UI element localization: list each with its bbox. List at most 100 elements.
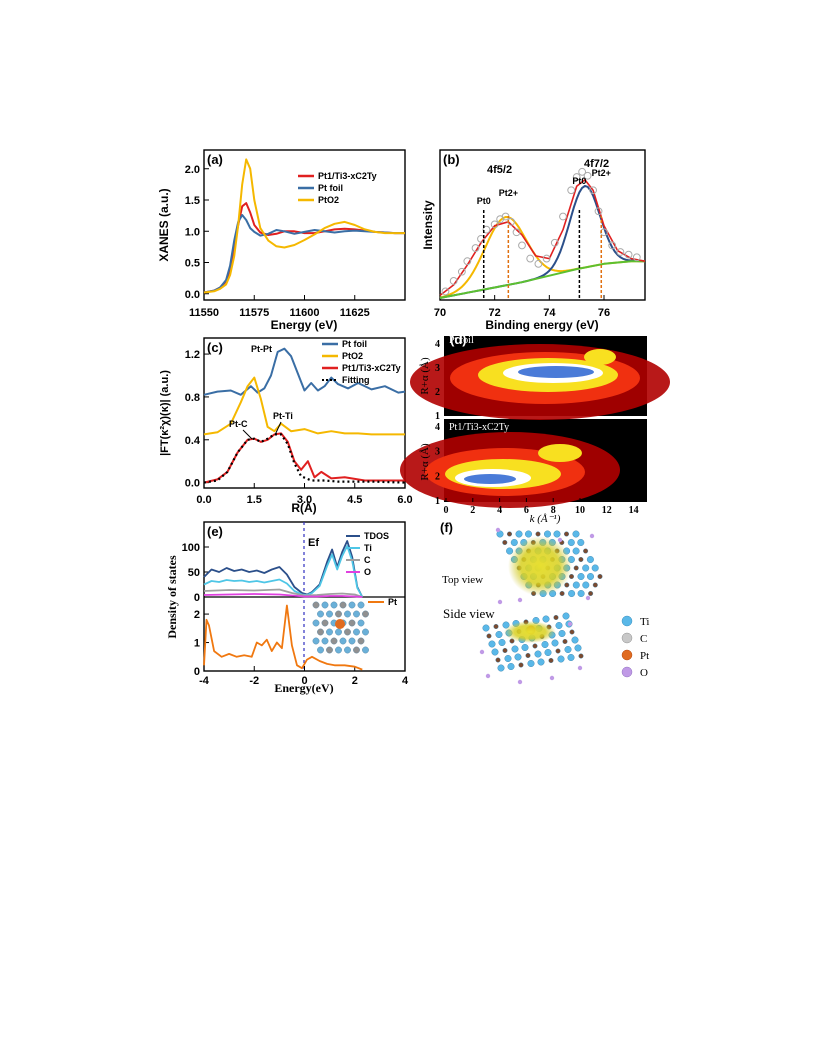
d-ytick-label-top: 1	[435, 411, 440, 422]
series-e-1	[203, 545, 364, 598]
b-xtick-label: 70	[434, 307, 446, 319]
panel-f: (f) Top view Side view Ti C Pt O	[440, 520, 649, 685]
a-ytick-label: 1.5	[185, 195, 200, 207]
atom-top	[577, 539, 585, 547]
xps-point	[441, 287, 450, 296]
d-xtick-label: 4	[497, 505, 502, 516]
panel-e-legend-top: TDOS Ti C O	[346, 531, 389, 577]
inset-atom	[344, 646, 351, 654]
heatmap-top	[410, 344, 670, 420]
atom-side	[548, 658, 554, 664]
inset-atom	[357, 637, 365, 645]
series-c-0	[203, 347, 406, 396]
inset-atom	[335, 628, 342, 636]
atom-side	[493, 624, 499, 630]
panel-e-xlabel: Energy(eV)	[274, 681, 333, 695]
atom-side	[504, 655, 512, 663]
atom-side-o	[549, 675, 555, 681]
panel-b: (b) 70 72 74 76 Binding energy (eV) Intensi…	[421, 149, 646, 332]
atom-side	[555, 648, 561, 654]
heatmap-top-label: Pt foil	[449, 335, 474, 346]
series-c-2	[203, 432, 405, 484]
e-xtick-label: 4	[402, 675, 409, 687]
fit-envelope	[439, 178, 646, 297]
c-xtick-label: 1.5	[247, 494, 262, 506]
atom-top	[572, 530, 580, 538]
xps-point	[463, 257, 472, 266]
c-xtick-label: 3.0	[297, 494, 312, 506]
atom-side	[542, 615, 550, 623]
atom-side	[562, 612, 570, 620]
b-xtick-label: 74	[543, 307, 556, 319]
series-a-1	[203, 214, 405, 294]
atom-top-o	[557, 537, 563, 543]
e-xtick-label: -2	[249, 675, 259, 687]
b-xtick-label: 72	[489, 307, 501, 319]
inset-atom	[326, 646, 333, 654]
inset-atom	[344, 610, 351, 618]
atom-top-o	[589, 533, 595, 539]
panel-a-legend: Pt1/Ti3-xC2Ty Pt foil PtO2	[298, 171, 377, 205]
atom-top	[597, 574, 603, 580]
atom-side	[521, 644, 529, 652]
atom-side	[571, 636, 579, 644]
c-ytick-label: 0.0	[185, 478, 200, 490]
legend-label-pt1: Pt1/Ti3-xC2Ty	[318, 171, 377, 181]
atom-side	[567, 654, 575, 662]
atom-side-o	[517, 679, 523, 685]
a-xtick-label: 11550	[189, 307, 219, 319]
atom-side	[541, 641, 549, 649]
legend-atom-label-ti: Ti	[640, 616, 649, 628]
heatmap-bottom-label: Pt1/Ti3-xC2Ty	[449, 422, 509, 433]
panel-e-tag: (e)	[207, 524, 223, 539]
atom-side	[537, 658, 545, 666]
atom-top	[582, 581, 590, 589]
series-c-1	[203, 376, 405, 436]
series-e-3	[203, 593, 363, 598]
marker-label-2: Pt0	[572, 176, 586, 186]
panel-d-ylabel-top: R+α (Å)	[419, 357, 431, 395]
atom-top	[559, 591, 565, 597]
atom-side	[527, 660, 535, 668]
atom-top	[592, 582, 598, 588]
c-ytick-label: 0.4	[185, 435, 201, 447]
d-xtick-label: 8	[551, 505, 556, 516]
panel-c-ylabel: |FT(κ²χ)(κ)| (a.u.)	[159, 370, 171, 456]
atom-top	[586, 556, 594, 564]
inset-atom	[362, 646, 369, 654]
inset-atom	[348, 601, 356, 609]
panel-c-legend: Pt foil PtO2 Pt1/Ti3-xC2Ty Fitting	[322, 339, 401, 385]
xps-point	[542, 254, 551, 263]
b-xtick-label: 76	[598, 307, 610, 319]
atom-side	[562, 639, 568, 645]
d-xtick-label: 0	[444, 505, 449, 516]
atom-side	[491, 648, 499, 656]
xps-point	[482, 225, 491, 234]
panel-f-tag: (f)	[440, 520, 453, 535]
arrow-pt-ti	[274, 421, 282, 436]
charge-density-top	[508, 536, 572, 596]
legend-label-c: C	[364, 555, 371, 565]
c-ytick-label: 1.2	[185, 349, 200, 361]
inset-atom	[317, 610, 324, 618]
d-xtick-label: 6	[524, 505, 529, 516]
series-e-4	[203, 604, 363, 671]
panel-a: (a) 11550 11575 11600 116250.00.51.01.52.0 …	[157, 149, 406, 332]
atom-side	[488, 640, 496, 648]
atom-top	[578, 557, 584, 563]
xps-point	[477, 234, 485, 243]
e-xtick-label: 2	[352, 675, 358, 687]
a-xtick-label: 11575	[239, 307, 269, 319]
inset-atom	[312, 637, 320, 645]
atom-top	[535, 531, 541, 537]
panel-c-tag: (c)	[207, 340, 223, 355]
e-ytick-label-bottom: 0	[194, 666, 200, 678]
atom-side	[551, 639, 559, 647]
view-label-side: Side view	[443, 606, 495, 621]
legend-atom-label-c: C	[640, 633, 647, 645]
legend-atom-ti	[621, 615, 633, 627]
panel-a-ylabel: XANES (a.u.)	[157, 188, 171, 261]
inset-atom	[321, 637, 329, 645]
d-ytick-label-bottom: 1	[435, 496, 440, 507]
heatmap-bottom	[400, 432, 620, 508]
